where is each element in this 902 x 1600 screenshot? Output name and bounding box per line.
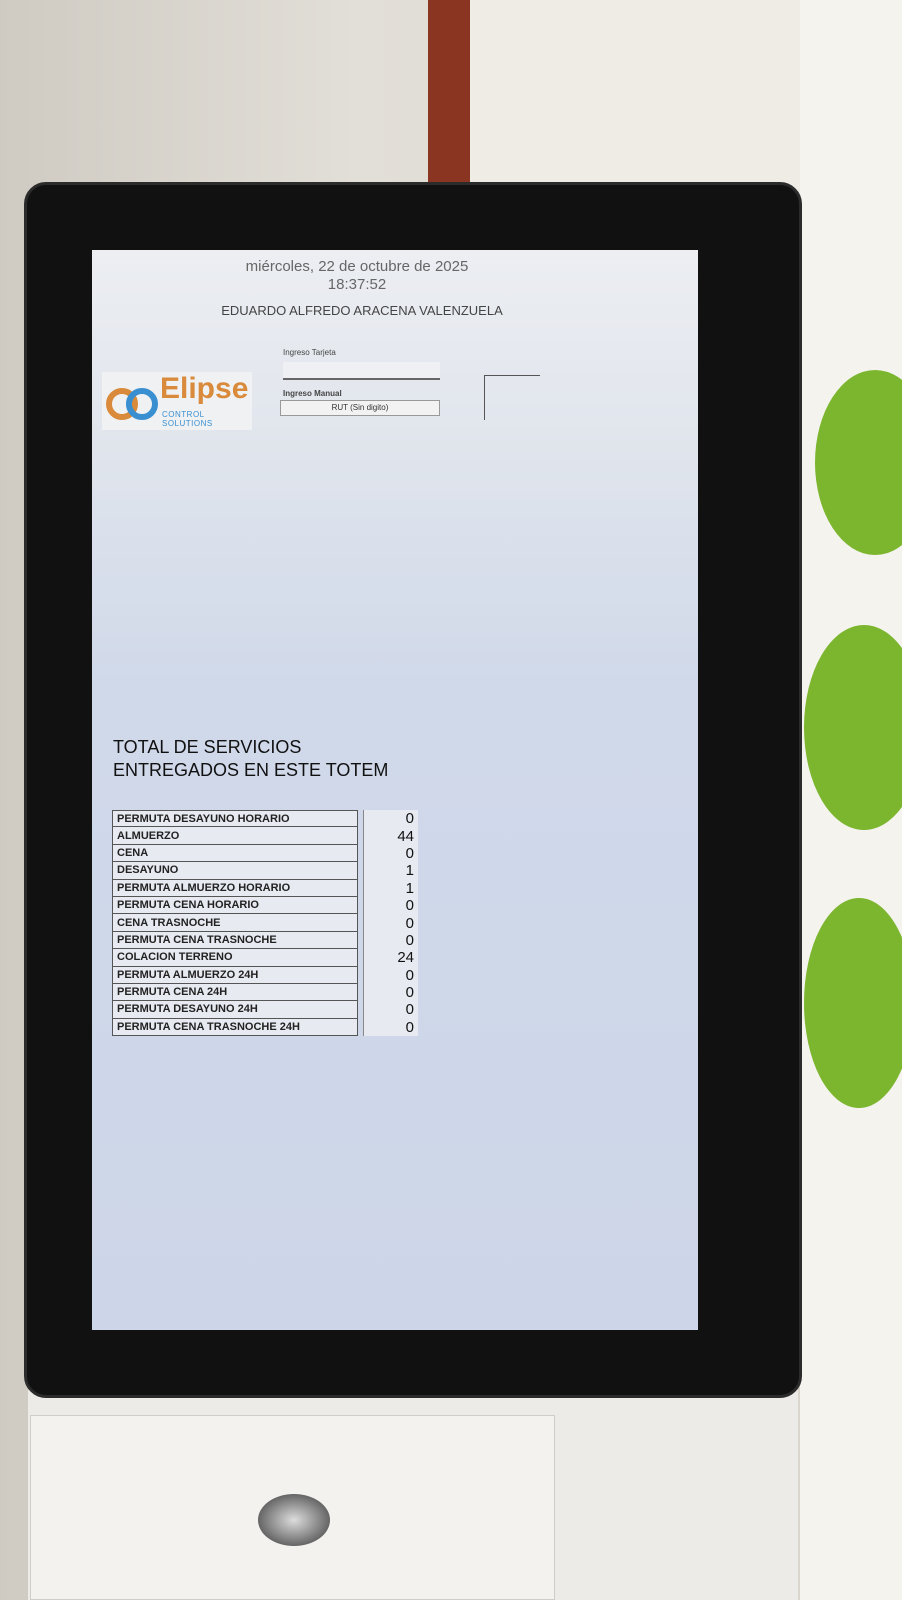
current-time: 18:37:52 — [327, 276, 387, 293]
service-label: PERMUTA DESAYUNO HORARIO — [112, 810, 358, 828]
service-label: PERMUTA ALMUERZO HORARIO — [112, 879, 358, 897]
service-count: 0 — [363, 1001, 418, 1019]
service-label: ALMUERZO — [112, 827, 358, 845]
side-banner — [800, 0, 902, 1600]
service-count: 0 — [363, 896, 418, 915]
kiosk-screen: miércoles, 22 de octubre de 2025 18:37:5… — [92, 250, 698, 1330]
summary-title: TOTAL DE SERVICIOS ENTREGADOS EN ESTE TO… — [113, 736, 388, 782]
service-count: 0 — [363, 914, 418, 932]
service-count: 0 — [363, 1018, 418, 1037]
table-row: PERMUTA CENA 24H 0 — [112, 983, 418, 1002]
service-label: PERMUTA CENA 24H — [112, 983, 358, 1002]
summary-title-line2: ENTREGADOS EN ESTE TOTEM — [113, 760, 389, 780]
key-lock — [258, 1494, 330, 1546]
table-row: DESAYUNO 1 — [112, 862, 418, 880]
service-count: 1 — [363, 879, 418, 897]
table-row: CENA TRASNOCHE 0 — [112, 914, 418, 932]
globe-icon — [804, 898, 902, 1108]
manual-input-label: Ingreso Manual — [283, 389, 342, 398]
table-row: PERMUTA CENA TRASNOCHE 0 — [112, 931, 418, 950]
service-count: 1 — [363, 862, 418, 880]
door-frame — [428, 0, 472, 190]
table-row: PERMUTA DESAYUNO 24H 0 — [112, 1001, 418, 1019]
current-date: miércoles, 22 de octubre de 2025 — [245, 258, 469, 275]
service-count: 0 — [363, 844, 418, 863]
user-name: EDUARDO ALFREDO ARACENA VALENZUELA — [221, 303, 503, 318]
table-row: PERMUTA CENA HORARIO 0 — [112, 896, 418, 915]
service-count: 0 — [363, 931, 418, 950]
card-input[interactable] — [283, 362, 440, 380]
service-count: 24 — [363, 949, 418, 967]
logo-subtitle: CONTROL SOLUTIONS — [162, 410, 213, 428]
table-row: PERMUTA DESAYUNO HORARIO 0 — [112, 810, 418, 828]
service-count: 44 — [363, 827, 418, 845]
green-circle-icon — [815, 370, 902, 555]
table-row: ALMUERZO 44 — [112, 827, 418, 845]
service-label: PERMUTA CENA TRASNOCHE — [112, 931, 358, 950]
table-row: PERMUTA ALMUERZO 24H 0 — [112, 966, 418, 984]
service-label: COLACION TERRENO — [112, 949, 358, 967]
table-row: PERMUTA ALMUERZO HORARIO 1 — [112, 879, 418, 897]
services-table: PERMUTA DESAYUNO HORARIO 0 ALMUERZO 44 CENA 0… — [112, 810, 418, 1037]
table-row: PERMUTA CENA TRASNOCHE 24H 0 — [112, 1018, 418, 1037]
rut-input[interactable]: RUT (Sin digito) — [280, 400, 440, 416]
cloud-logo-icon — [106, 388, 158, 420]
service-label: PERMUTA CENA TRASNOCHE 24H — [112, 1018, 358, 1037]
service-count: 0 — [363, 810, 418, 828]
service-label: PERMUTA CENA HORARIO — [112, 896, 358, 915]
service-label: CENA TRASNOCHE — [112, 914, 358, 932]
document-icon — [804, 625, 902, 830]
action-box[interactable] — [484, 375, 540, 420]
service-label: PERMUTA ALMUERZO 24H — [112, 966, 358, 984]
service-count: 0 — [363, 983, 418, 1002]
table-row: COLACION TERRENO 24 — [112, 949, 418, 967]
summary-title-line1: TOTAL DE SERVICIOS — [113, 737, 302, 757]
elipse-logo: Elipse CONTROL SOLUTIONS — [102, 372, 252, 430]
wall-poster — [470, 0, 840, 200]
table-row: CENA 0 — [112, 844, 418, 863]
service-label: DESAYUNO — [112, 862, 358, 880]
logo-text: Elipse — [160, 372, 249, 405]
service-label: CENA — [112, 844, 358, 863]
service-count: 0 — [363, 966, 418, 984]
service-label: PERMUTA DESAYUNO 24H — [112, 1001, 358, 1019]
card-input-label: Ingreso Tarjeta — [283, 348, 336, 357]
